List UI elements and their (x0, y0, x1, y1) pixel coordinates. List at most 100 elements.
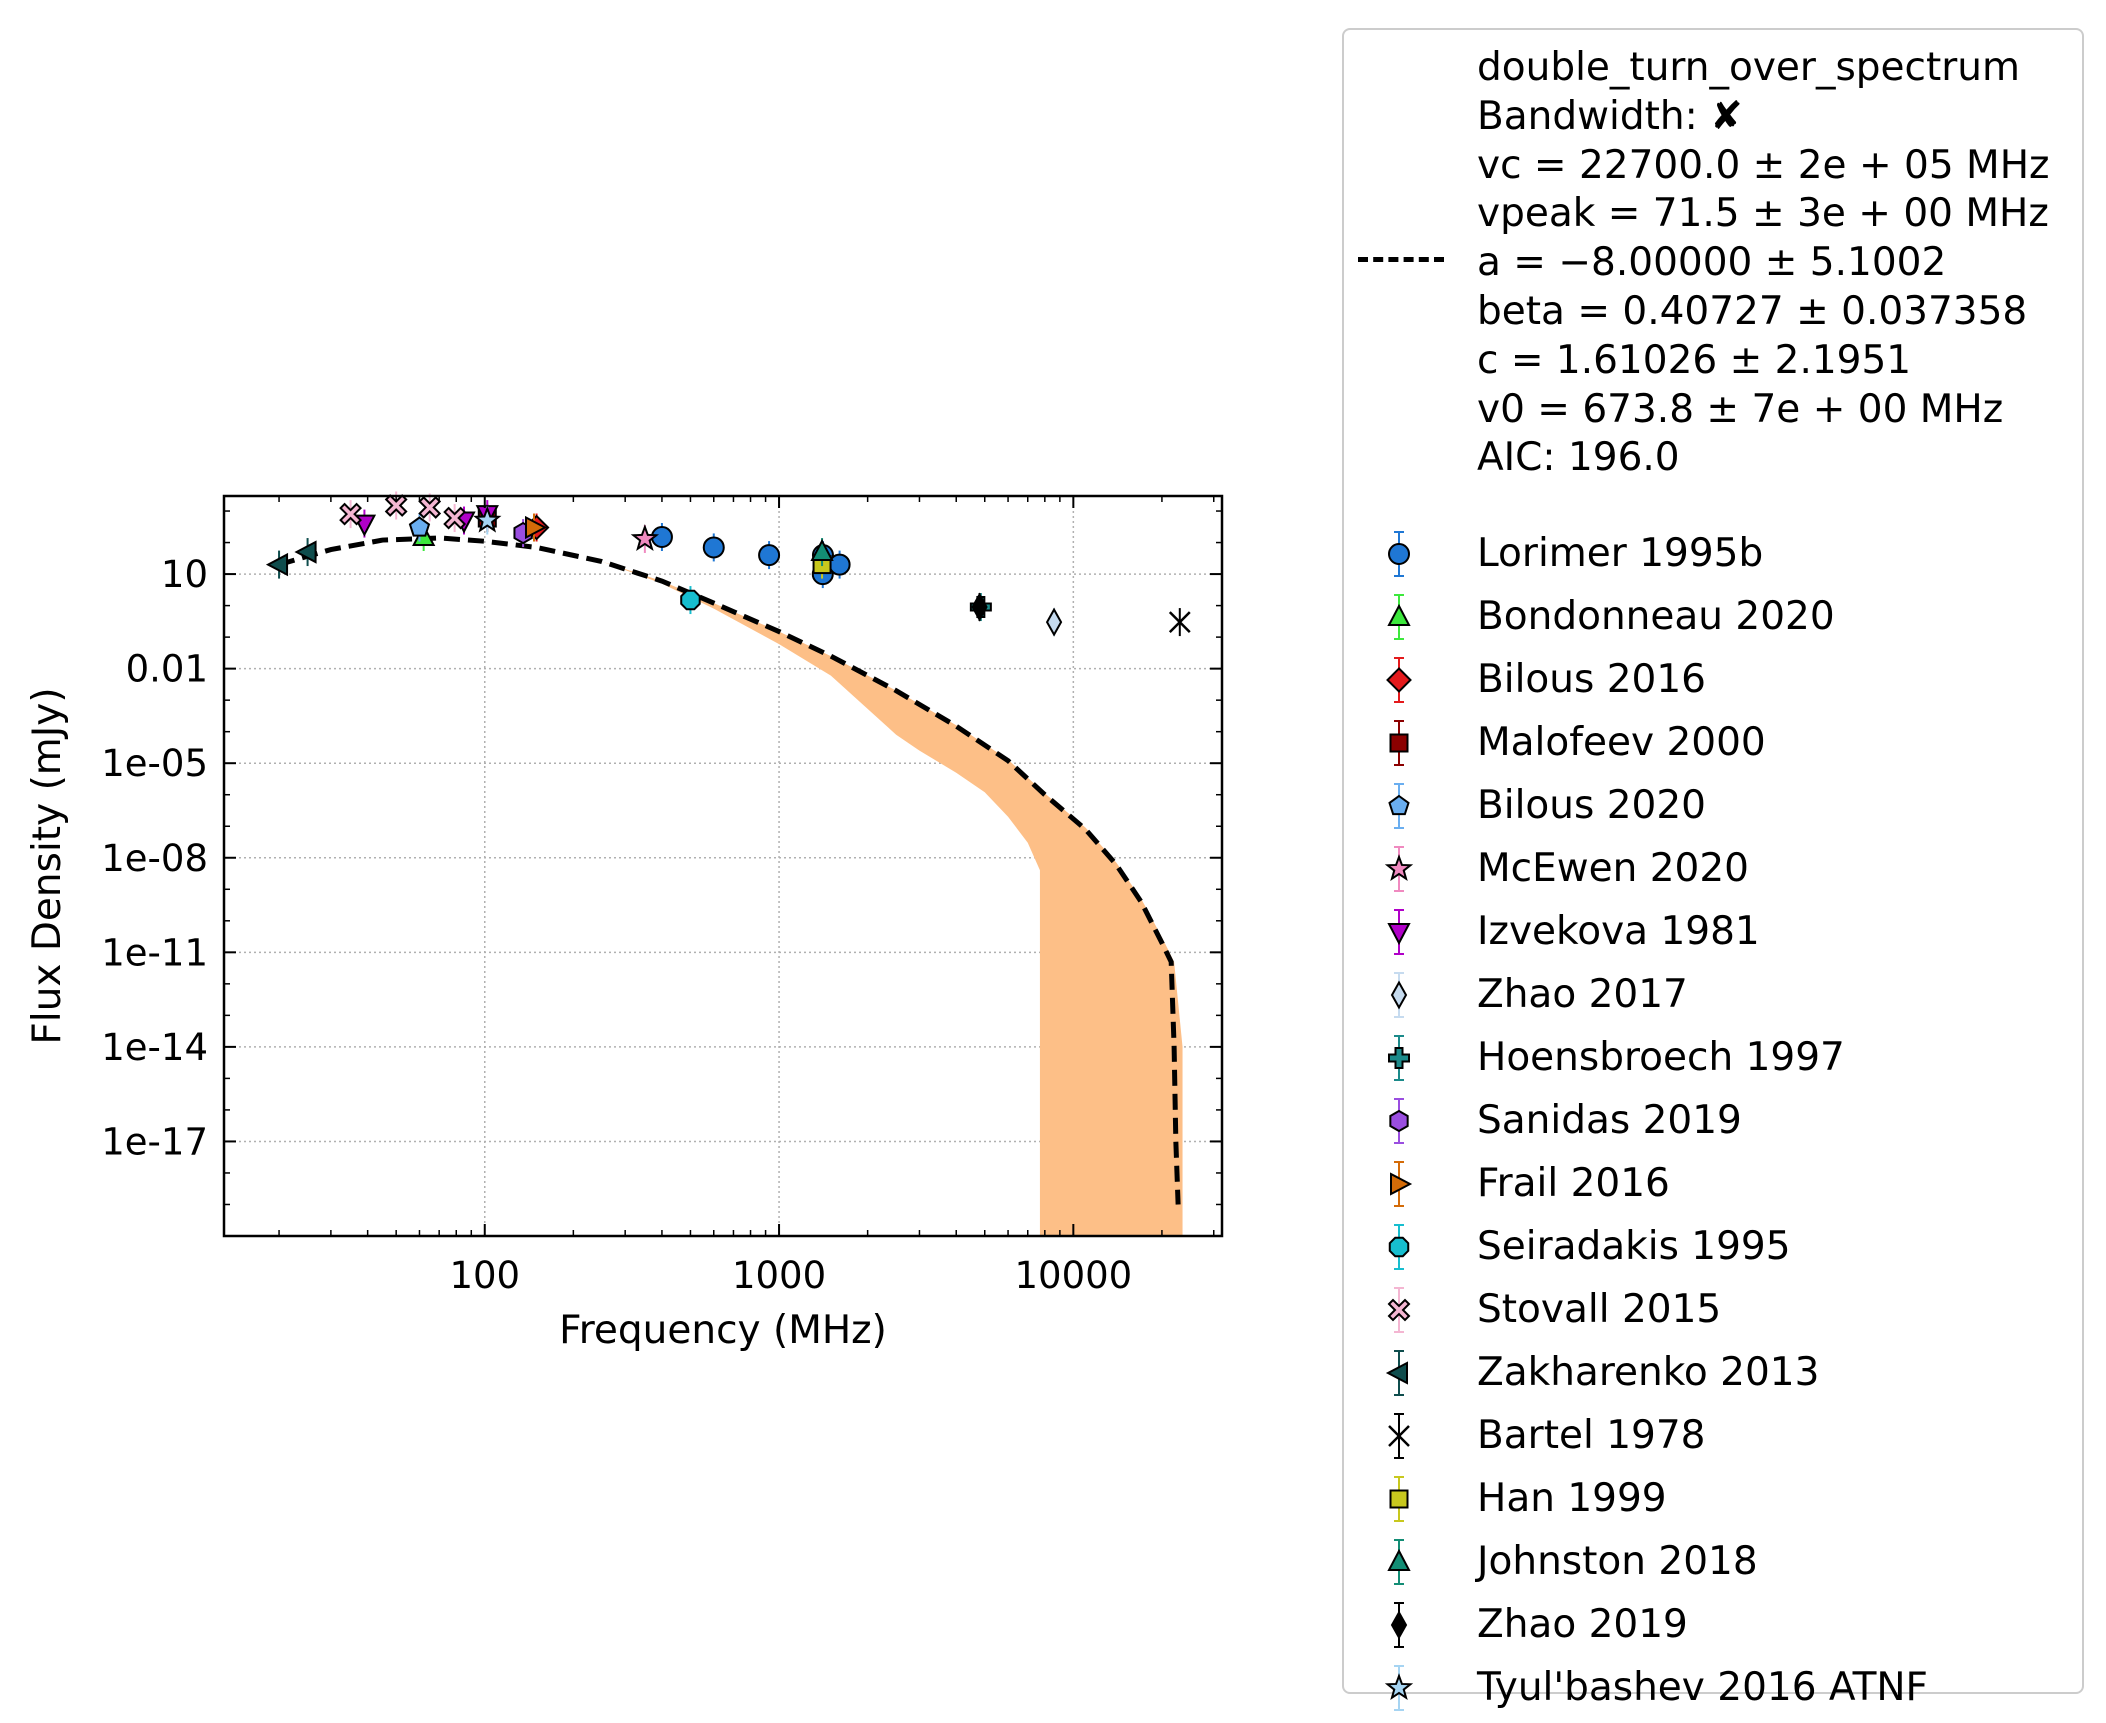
legend-label: Stovall 2015 (1477, 1287, 1722, 1332)
legend-entry: Zhao 2019 (1344, 1597, 2084, 1653)
x-tick-label: 1000 (732, 1254, 826, 1297)
legend-marker-icon (1390, 972, 1408, 1018)
y-tick-label: 10 (161, 553, 208, 596)
legend-label: Bondonneau 2020 (1477, 594, 1835, 639)
legend-marker-shape (1389, 1109, 1409, 1133)
data-point (680, 589, 701, 611)
y-tick-label: 1e-11 (101, 931, 208, 974)
legend-marker-icon (1387, 909, 1411, 955)
legend-label: Frail 2016 (1477, 1161, 1670, 1206)
legend-label: Seiradakis 1995 (1477, 1224, 1791, 1269)
legend-marker-shape (1385, 1361, 1408, 1385)
legend-entry: Sanidas 2019 (1344, 1093, 2084, 1149)
fit-parameter-line: v0 = 673.8 ± 7e + 00 MHz (1477, 386, 2004, 432)
legend-marker-icon (1388, 1035, 1410, 1081)
fit-parameter-line: Bandwidth: ✘ (1477, 93, 1743, 139)
legend-marker-shape (1389, 1489, 1409, 1509)
data-point (810, 538, 834, 562)
data-point (524, 515, 548, 540)
fit-parameter-line: AIC: 196.0 (1477, 435, 1680, 481)
legend-entry: Zhao 2017 (1344, 967, 2084, 1023)
legend-label: Han 1999 (1477, 1476, 1667, 1521)
legend-marker-shape (1386, 667, 1412, 693)
legend-entry: Frail 2016 (1344, 1156, 2084, 1212)
data-point (339, 502, 362, 526)
fit-uncertainty-band (279, 537, 1183, 1236)
legend-marker-shape (1388, 1236, 1410, 1258)
data-point-stroke (1168, 611, 1191, 633)
legend-marker-shape-stroke (1388, 1425, 1410, 1447)
legend-marker-shape (1390, 1172, 1413, 1196)
axis-ticks: 100 1000 10000 10 0.01 1e-05 1e-08 1e-11 1e-14 1e… (101, 496, 1222, 1297)
data-point (828, 553, 851, 576)
fit-curve-line (278, 535, 1181, 1205)
legend-marker-icon (1388, 1413, 1410, 1459)
legend-marker-icon (1384, 846, 1414, 892)
legend-entry: Lorimer 1995b (1344, 526, 2084, 582)
legend-marker-shape (1388, 1047, 1410, 1069)
legend-label: Bilous 2016 (1477, 657, 1706, 702)
legend-marker-shape (1390, 980, 1408, 1010)
legend-label: Bilous 2020 (1477, 783, 1706, 828)
y-tick-label: 1e-17 (101, 1120, 208, 1163)
x-axis-label: Frequency (MHz) (559, 1308, 887, 1353)
legend-label: Zhao 2019 (1477, 1602, 1688, 1647)
legend-label: Johnston 2018 (1477, 1539, 1758, 1584)
legend-marker-icon (1390, 1602, 1408, 1648)
legend-marker-shape (1384, 1673, 1414, 1701)
plot-frame (222, 494, 1224, 1238)
legend-label: Hoensbroech 1997 (1477, 1035, 1845, 1080)
data-point (971, 592, 988, 622)
fit-parameter-line: c = 1.61026 ± 2.1951 (1477, 337, 1912, 383)
legend-entry: Stovall 2015 (1344, 1282, 2084, 1338)
legend-marker-icon (1388, 531, 1410, 577)
legend-entry: Bartel 1978 (1344, 1408, 2084, 1464)
legend-marker-shape (1387, 603, 1411, 626)
legend-marker-icon (1388, 1224, 1410, 1270)
fit-curve (278, 535, 1181, 1205)
legend-marker-icon (1388, 783, 1410, 829)
legend-marker-icon (1389, 720, 1409, 766)
data-point (1045, 607, 1063, 637)
data-point (1168, 611, 1191, 633)
legend-marker-icon (1389, 1098, 1409, 1144)
legend-entry: Malofeev 2000 (1344, 715, 2084, 771)
data-point (443, 506, 467, 530)
legend-marker-shape (1390, 1610, 1408, 1640)
legend-marker-icon (1385, 1350, 1408, 1396)
data-point (408, 516, 431, 537)
y-tick-label: 1e-14 (101, 1026, 208, 1069)
data-point (758, 544, 781, 567)
legend-marker-shape (1387, 923, 1411, 946)
y-axis-label: Flux Density (mJy) (25, 687, 70, 1044)
fit-parameter-line: double_turn_over_spectrum (1477, 45, 2021, 90)
legend-entry: Bondonneau 2020 (1344, 589, 2084, 645)
legend-marker-icon (1387, 1287, 1411, 1333)
legend-marker-icon (1384, 1665, 1414, 1711)
legend-entry: Seiradakis 1995 (1344, 1219, 2084, 1275)
legend-marker-shape (1387, 1548, 1411, 1571)
legend-label: Sanidas 2019 (1477, 1098, 1742, 1143)
fit-parameter-line: beta = 0.40727 ± 0.037358 (1477, 288, 2028, 334)
data-point (702, 536, 725, 559)
legend-marker-icon (1387, 594, 1411, 640)
x-tick-label: 100 (449, 1254, 520, 1297)
legend-marker-icon (1387, 1539, 1411, 1585)
legend-marker-icon (1389, 1476, 1409, 1522)
legend-entry: McEwen 2020 (1344, 841, 2084, 897)
legend-entry: Bilous 2016 (1344, 652, 2084, 708)
legend-entry: Tyul'bashev 2016 ATNF (1344, 1660, 2084, 1716)
data-point (473, 505, 502, 533)
legend-label: Tyul'bashev 2016 ATNF (1477, 1665, 1928, 1710)
y-tick-label: 0.01 (126, 648, 208, 691)
fit-parameter-line: a = −8.00000 ± 5.1002 (1477, 240, 1947, 286)
data-point (265, 552, 289, 577)
y-tick-label: 1e-08 (101, 837, 208, 880)
data-point (294, 540, 317, 564)
legend-marker-shape (1388, 794, 1410, 816)
legend-marker-shape (1384, 854, 1414, 882)
data-point (418, 496, 442, 519)
legend-entry: Han 1999 (1344, 1471, 2084, 1527)
legend-entry: Bilous 2020 (1344, 778, 2084, 834)
